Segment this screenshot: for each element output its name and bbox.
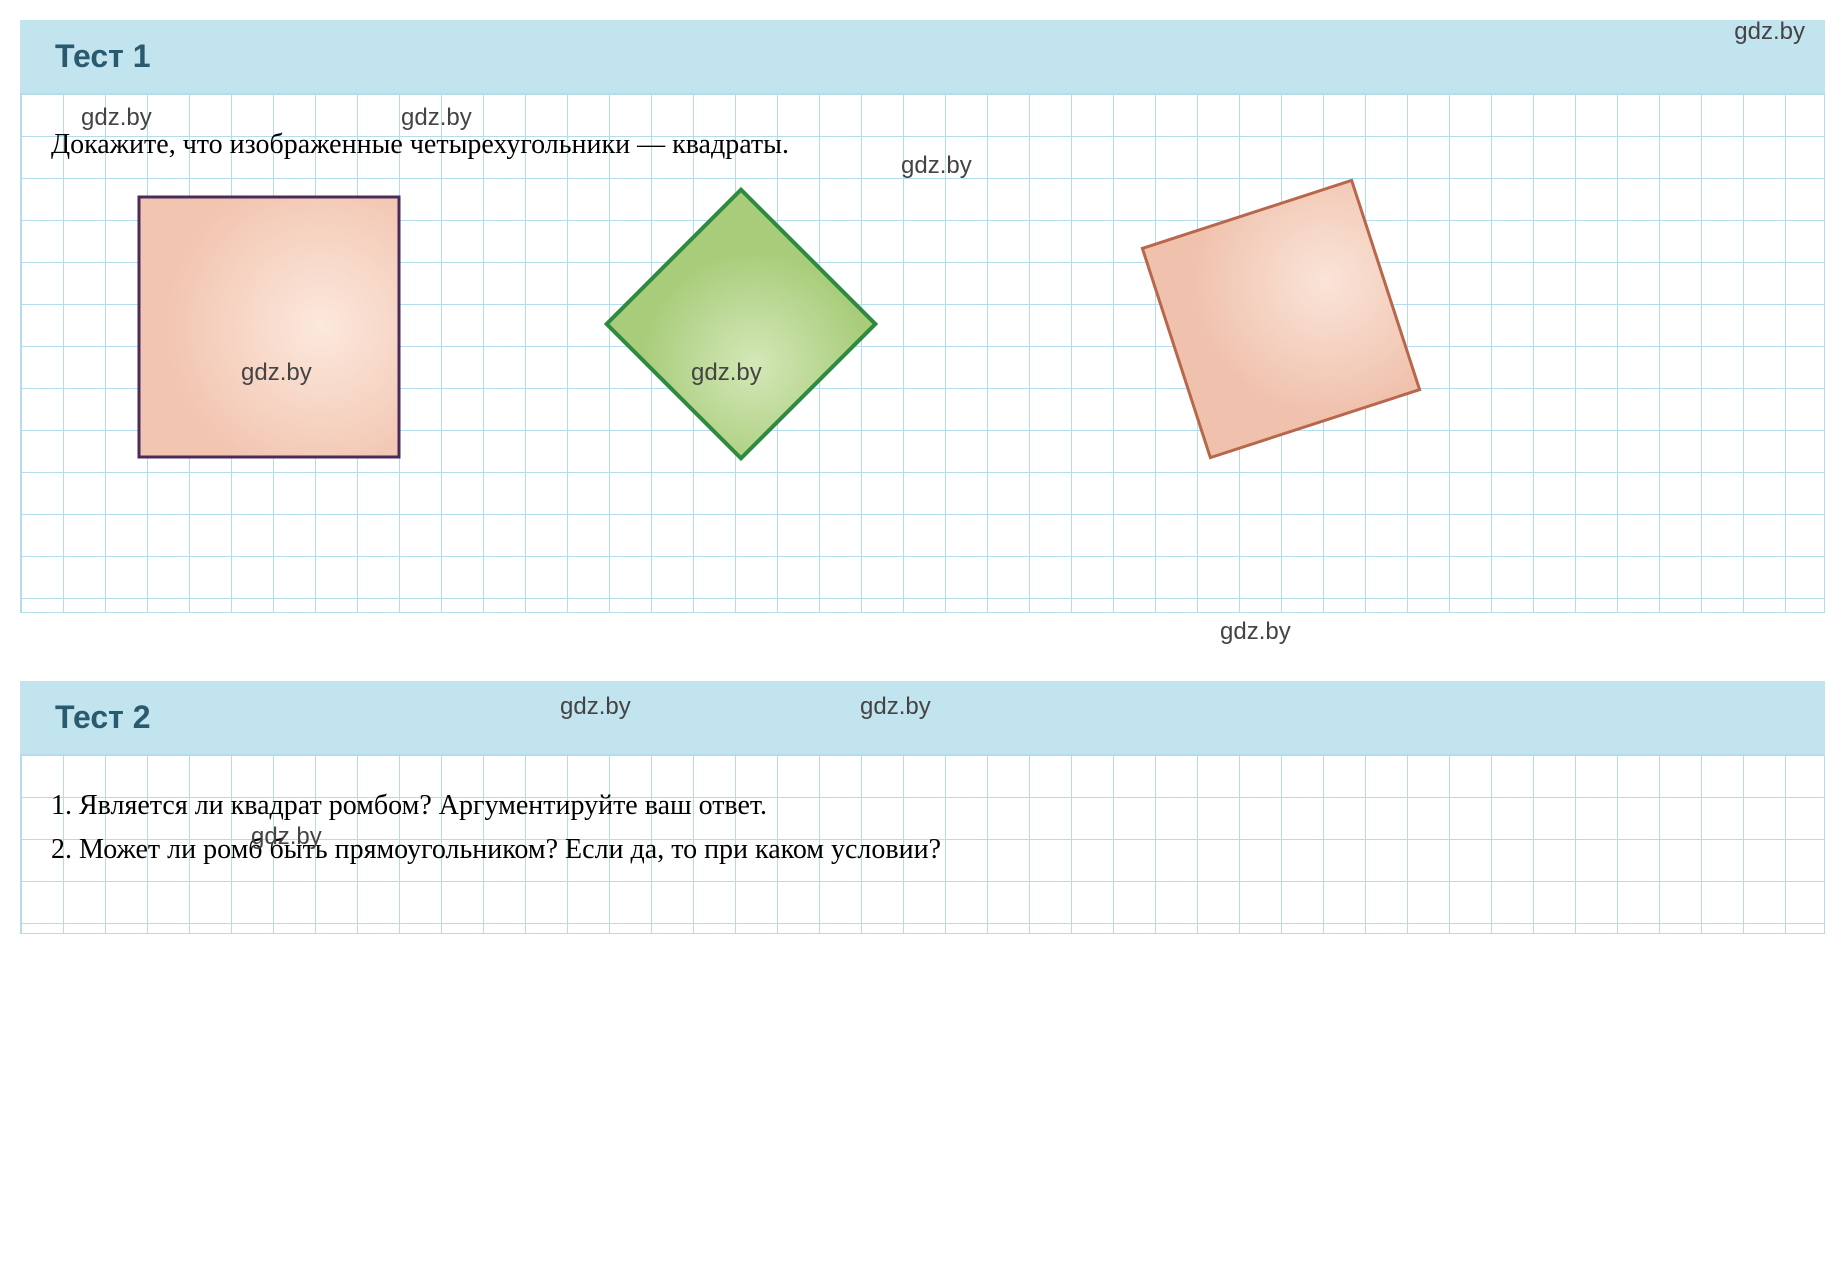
square-1: [136, 194, 406, 464]
test-1-instruction: Докажите, что изображенные четырехугольн…: [51, 129, 1794, 161]
watermark: gdz.by: [1220, 618, 1291, 646]
shapes-container: gdz.by gdz.by: [21, 174, 1824, 534]
test-2-header: Тест 2 gdz.by gdz.by: [20, 681, 1825, 754]
test-2-title: Тест 2: [55, 699, 150, 735]
square-3: [1121, 159, 1441, 479]
test-2-block: Тест 2 gdz.by gdz.by 1. Является ли квад…: [20, 681, 1825, 934]
test-1-content: gdz.by gdz.by Докажите, что изображенные…: [20, 93, 1825, 613]
watermark: gdz.by: [860, 693, 931, 721]
test-2-content: 1. Является ли квадрат ромбом? Аргументи…: [20, 754, 1825, 934]
square-2: [591, 174, 891, 474]
test-1-block: Тест 1 gdz.by gdz.by gdz.by Докажите, чт…: [20, 20, 1825, 641]
test-2-question-1: 1. Является ли квадрат ромбом? Аргументи…: [51, 790, 1794, 822]
test-2-question-2: 2. Может ли ромб быть прямоугольником? Е…: [51, 834, 1794, 866]
watermark: gdz.by: [1734, 18, 1805, 46]
watermark: gdz.by: [560, 693, 631, 721]
test-1-title: Тест 1: [55, 38, 150, 74]
test-1-header: Тест 1 gdz.by: [20, 20, 1825, 93]
watermark: gdz.by: [401, 104, 472, 132]
watermark: gdz.by: [81, 104, 152, 132]
